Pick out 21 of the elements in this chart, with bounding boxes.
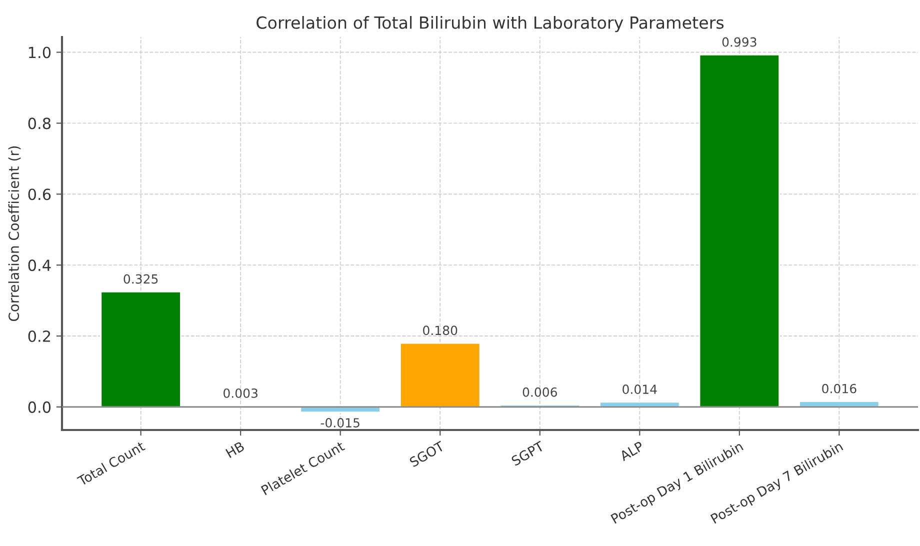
x-tick-label: HB <box>225 441 245 458</box>
x-tick-label: ALP <box>618 440 644 462</box>
data-label: 0.325 <box>124 274 158 284</box>
data-label: 0.016 <box>822 384 856 394</box>
data-label: 0.993 <box>722 37 756 47</box>
data-label: 0.180 <box>423 326 458 336</box>
bar <box>698 54 780 408</box>
y-tick-label: 0.6 <box>28 188 51 200</box>
data-label: 0.014 <box>622 384 657 394</box>
y-axis-title: Correlation Coefficient (r) <box>8 146 21 322</box>
y-tick-label: 1.0 <box>28 46 51 58</box>
data-label: -0.015 <box>320 418 360 428</box>
bar <box>100 290 182 408</box>
y-tick-label: 0.0 <box>28 401 51 413</box>
y-tick-label: 0.8 <box>28 118 51 130</box>
data-label: 0.003 <box>224 388 258 398</box>
y-tick-label: 0.4 <box>28 260 51 272</box>
data-label: 0.006 <box>522 387 557 397</box>
y-tick-label: 0.2 <box>28 330 50 342</box>
bar <box>400 342 481 408</box>
chart-title: Correlation of Total Bilirubin with Laboratory Parameters <box>256 16 724 32</box>
